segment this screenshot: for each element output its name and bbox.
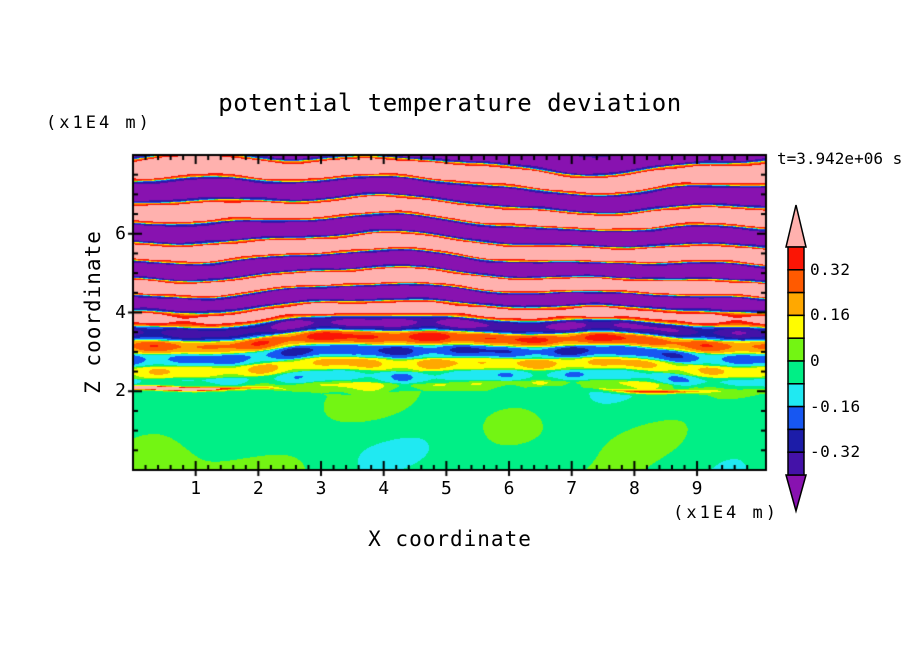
x-tick-label: 4 [378,478,390,499]
x-tick-label: 1 [190,478,202,499]
colorbar-segment [787,337,805,362]
colorbar-label: -0.16 [810,396,861,416]
y-axis-unit-label: (x1E4 m) [46,113,152,133]
time-annotation: t=3.942e+06 s [777,149,903,168]
x-tick-label: 5 [440,478,452,499]
colorbar-segment [787,246,805,271]
colorbar-segment [787,383,805,408]
x-tick-label: 7 [566,478,578,499]
x-tick-label: 6 [503,478,515,499]
colorbar-segment [787,405,805,431]
colorbar-segment [787,428,805,453]
colorbar-segment [787,269,805,294]
colorbar-label: 0.16 [810,305,851,325]
x-tick-label: 3 [315,478,327,499]
colorbar-segment [787,360,805,385]
colorbar-label: 0 [810,351,821,370]
plot-title: potential temperature deviation [218,89,682,117]
colorbar-arrow [785,474,807,514]
x-axis-title: X coordinate [368,527,532,551]
colorbar-label: -0.32 [810,442,861,462]
y-tick-label: 4 [115,301,126,323]
colorbar-label: 0.32 [810,259,851,279]
contour-plot-canvas [123,145,776,480]
x-axis-unit-label: (x1E4 m) [673,503,779,523]
y-tick-label: 2 [115,380,126,402]
colorbar [785,204,807,514]
y-tick-label: 6 [115,222,126,244]
colorbar-segment [787,291,805,317]
colorbar-segment [787,451,805,476]
colorbar-segment [787,314,805,339]
x-tick-label: 2 [252,478,264,499]
x-tick-label: 8 [628,478,640,499]
colorbar-arrow [785,204,807,248]
x-tick-label: 9 [691,478,703,499]
